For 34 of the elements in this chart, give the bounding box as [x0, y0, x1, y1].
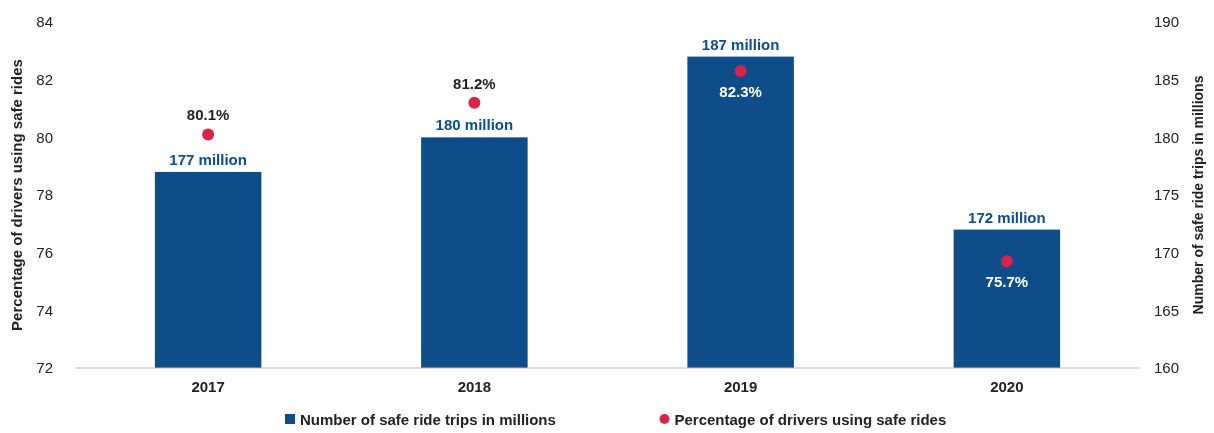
y2-tick-label: 185: [1154, 70, 1180, 88]
point: [468, 96, 481, 109]
x-tick-label: 2019: [723, 378, 758, 395]
y-axis-title: Percentage of drivers using safe rides: [8, 59, 25, 331]
data-label: 80.1%: [186, 106, 230, 124]
y2-tick-label: 165: [1154, 301, 1180, 319]
y2-tick-label: 190: [1154, 13, 1180, 31]
legend-label: Number of safe ride trips in millions: [300, 411, 556, 429]
y-tick-label: 76: [36, 243, 53, 261]
point: [734, 65, 747, 78]
y-tick-label: 78: [36, 186, 53, 204]
data-label: 172 million: [968, 208, 1046, 226]
y-tick-label: 72: [36, 359, 53, 377]
y-tick-label: 82: [36, 70, 53, 88]
y2-tick-label: 175: [1154, 186, 1180, 204]
data-label: 75.7%: [985, 273, 1029, 291]
data-label: 180 million: [435, 116, 514, 134]
data-label: 81.2%: [453, 74, 496, 92]
x-tick-label: 2020: [990, 378, 1024, 395]
x-tick-label: 2017: [191, 378, 225, 395]
y-tick-label: 74: [36, 301, 53, 319]
x-tick-label: 2018: [457, 378, 492, 395]
legend-label: Percentage of drivers using safe rides: [674, 411, 947, 429]
y-tick-label: 84: [36, 13, 53, 31]
y2-tick-label: 170: [1154, 243, 1180, 261]
point: [1000, 255, 1013, 268]
data-label: 82.3%: [719, 83, 762, 101]
y2-tick-label: 160: [1154, 359, 1180, 377]
point: [202, 128, 215, 141]
data-label: 177 million: [169, 150, 247, 168]
y2-tick-label: 180: [1154, 128, 1180, 146]
y2-axis-title: Number of safe ride trips in millions: [1190, 75, 1206, 315]
data-label: 187 million: [701, 35, 780, 53]
y-tick-label: 80: [36, 128, 53, 146]
